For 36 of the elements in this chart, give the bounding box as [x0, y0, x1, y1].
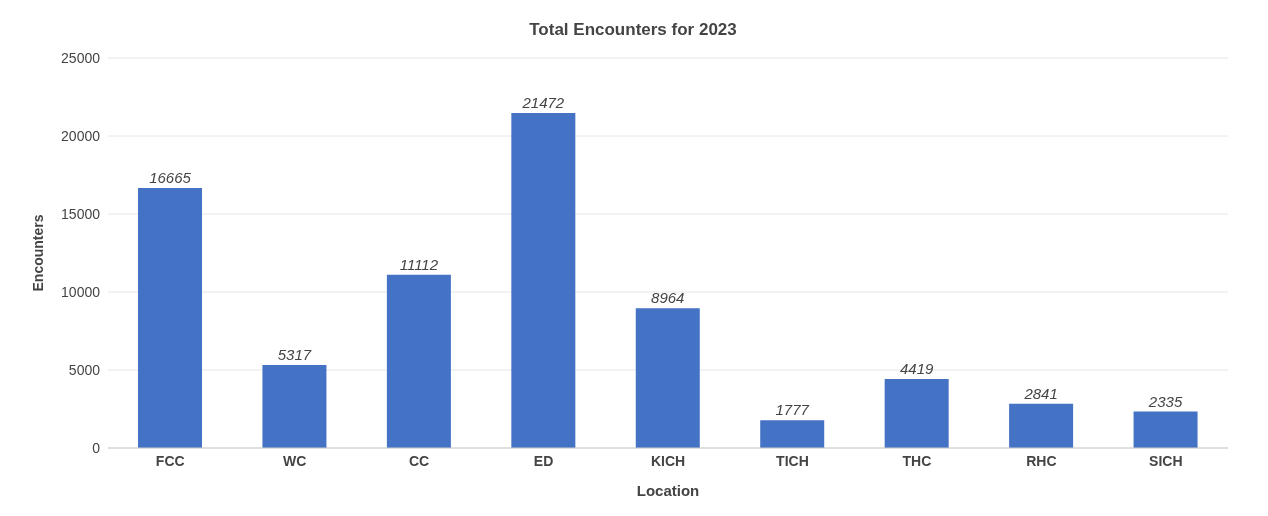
- bar: [1133, 411, 1198, 448]
- x-tick-label: THC: [902, 452, 932, 469]
- bar: [262, 365, 327, 448]
- data-label: 2841: [1023, 384, 1058, 402]
- x-axis-title: Location: [636, 482, 700, 499]
- data-label: 11112: [399, 255, 439, 273]
- data-label: 1777: [775, 401, 810, 419]
- x-tick-label: RHC: [1026, 452, 1057, 469]
- x-tick-label: SICH: [1149, 452, 1183, 469]
- bar: [1009, 403, 1074, 448]
- bar: [760, 420, 825, 448]
- x-tick-label: KICH: [650, 452, 686, 469]
- data-label: 4419: [899, 360, 935, 378]
- bar: [635, 308, 700, 448]
- data-label: 5317: [277, 346, 312, 364]
- bar: [884, 379, 949, 448]
- y-tick-label: 5000: [68, 361, 101, 378]
- data-label: 2335: [1147, 392, 1183, 410]
- y-tick-label: 20000: [61, 127, 101, 144]
- y-tick-label: 0: [92, 439, 101, 456]
- y-tick-label: 10000: [61, 283, 101, 300]
- x-tick-label: CC: [408, 452, 430, 469]
- x-tick-label: WC: [283, 452, 307, 469]
- chart-title: Total Encounters for 2023: [528, 19, 738, 41]
- x-tick-label: TICH: [776, 452, 809, 469]
- y-axis-title: Encounters: [29, 214, 46, 292]
- x-tick-label: FCC: [155, 452, 185, 469]
- data-label: 21472: [521, 94, 565, 112]
- data-label: 8964: [651, 289, 685, 307]
- bar: [138, 188, 202, 448]
- data-label: 16665: [149, 169, 192, 187]
- y-tick-label: 25000: [61, 49, 101, 66]
- y-tick-label: 15000: [61, 205, 101, 222]
- x-tick-label: ED: [533, 452, 554, 469]
- bar: [511, 113, 576, 448]
- bar: [386, 274, 451, 448]
